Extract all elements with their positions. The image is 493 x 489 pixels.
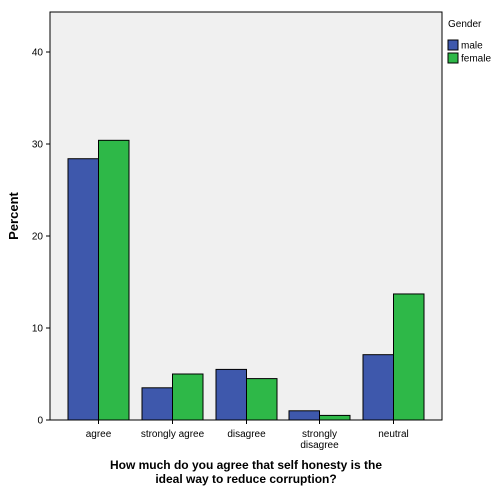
bar-female xyxy=(246,378,278,421)
y-tick-label: 30 xyxy=(32,140,44,151)
x-axis-title-line-2: ideal way to reduce corruption? xyxy=(155,472,336,486)
y-axis-title: Percent xyxy=(6,191,21,239)
x-tick-label: neutral xyxy=(378,429,409,440)
bars-group xyxy=(67,139,425,421)
legend-title: Gender xyxy=(448,19,482,30)
x-tick-label: agree xyxy=(86,429,112,440)
x-axis-title-line-1: How much do you agree that self honesty … xyxy=(110,458,382,472)
bar-male xyxy=(67,158,99,421)
y-tick-label: 10 xyxy=(32,324,44,335)
x-tick-label: disagree xyxy=(227,429,266,440)
legend-label-female: female xyxy=(461,54,491,65)
bar-male xyxy=(288,410,320,421)
y-tick-label: 40 xyxy=(32,48,44,59)
x-tick-label: strongly agree xyxy=(141,429,205,440)
bar-male xyxy=(215,368,247,421)
x-tick-label: disagree xyxy=(300,440,339,451)
x-axis: agree strongly agree disagree stronglydisag… xyxy=(86,420,409,451)
y-tick-label: 20 xyxy=(32,232,44,243)
legend-label-male: male xyxy=(461,41,483,52)
legend-swatch-male xyxy=(447,39,459,51)
legend-swatch-female xyxy=(447,52,459,64)
y-axis: 0 10 20 30 40 xyxy=(32,48,50,427)
bar-male xyxy=(141,387,173,421)
bar-female xyxy=(319,414,351,421)
legend: Gender male female xyxy=(447,19,491,65)
x-tick-label: strongly xyxy=(302,429,337,440)
bar-female xyxy=(98,139,130,421)
y-tick-label: 0 xyxy=(37,416,43,427)
bar-female xyxy=(172,373,204,421)
bar-female xyxy=(393,293,425,421)
bar-male xyxy=(362,354,394,421)
